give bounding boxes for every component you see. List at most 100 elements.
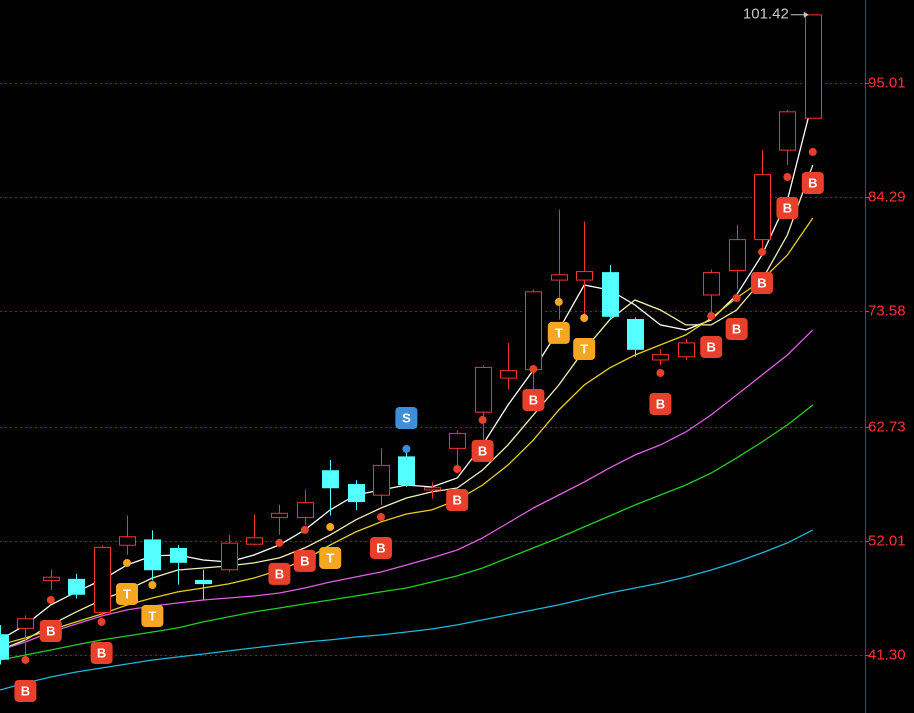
candle-body [297,502,314,519]
signal-dot [377,512,385,521]
candle [779,109,796,166]
signal-box [395,406,418,429]
candle [449,430,466,470]
candle [17,615,34,660]
signal-box [725,317,748,340]
candle [68,574,85,599]
signal-dot [554,297,563,306]
signal-label: B [21,683,30,698]
candle-body [729,239,746,272]
candle [119,515,136,555]
signal-label: B [707,339,716,354]
y-tick-label: 62.73 [868,418,906,435]
signal-box [522,389,545,412]
candle [805,14,822,119]
signal-box [573,338,596,361]
candle [297,489,314,526]
ma-line [0,329,814,651]
candle [398,449,415,487]
signal-dot [275,538,284,547]
candle [576,221,593,316]
candle-body [348,484,365,503]
signal-box [471,439,494,462]
signal-dot [758,247,766,256]
candle-body [119,536,136,546]
signal-dot [580,314,589,323]
candle-body [576,271,593,281]
signal-dot [707,311,716,320]
candle [754,150,771,255]
signal-dot [46,596,55,605]
signal-dot [478,415,487,424]
signal-box [268,562,291,585]
candle [627,317,644,357]
candle [475,365,492,440]
signal-dot [783,172,792,181]
signal-label: B [376,540,385,555]
candle-body [678,342,695,358]
candle [322,460,339,516]
signal-label: B [300,553,309,568]
signal-box [547,321,570,344]
candle [729,224,746,290]
signal-label: T [326,550,334,565]
signal-dot [123,558,131,567]
signal-dot [148,580,157,589]
signal-dot [808,147,817,156]
signal-label: B [453,493,462,508]
candle-body [398,456,415,486]
candle [170,545,187,585]
signal-box [751,271,773,294]
signal-dot [453,465,462,474]
signal-box [801,171,824,194]
candle-body [703,272,720,296]
candle-body [754,174,771,241]
signal-label: T [148,608,156,623]
signal-box [776,196,799,219]
signal-label: S [402,410,411,425]
candle [43,569,60,590]
signal-label: T [123,586,131,601]
candle-body [652,354,669,361]
signal-label: B [808,175,817,190]
y-tick-label: 84.29 [868,188,906,205]
signal-label: B [97,645,106,660]
candle [703,269,720,320]
candle [373,448,390,505]
y-tick-label: 52.01 [868,532,906,549]
signal-label: B [46,624,55,639]
signal-box [293,549,316,572]
signal-label: B [478,443,487,458]
y-tick-label: 73.58 [868,302,906,319]
candle-body [602,272,619,317]
signal-dot [97,617,106,626]
signal-label: B [783,200,792,215]
signal-box [700,335,723,358]
signal-dot [402,444,411,453]
candle [221,534,238,572]
candle-body [525,291,542,371]
candle [144,530,161,581]
candle-body [322,470,339,489]
candle-body [0,634,9,660]
candle-body [475,366,492,413]
ma-line [0,404,814,661]
candle-body [373,464,390,496]
candle-body [805,14,822,119]
signal-dot [732,293,741,302]
candle [424,482,441,499]
candle-body [500,370,517,379]
signal-box [90,641,113,664]
candle-body [144,539,161,571]
signal-box [141,604,164,627]
signal-label: T [555,325,563,340]
signal-box [446,489,469,512]
candle [195,569,212,600]
candle [94,545,111,616]
signal-label: B [656,396,665,411]
signal-label: T [580,342,588,357]
max-label: 101.42 [743,6,789,23]
signal-dot [656,368,665,377]
candle-body [627,318,644,350]
signal-box [39,620,62,643]
